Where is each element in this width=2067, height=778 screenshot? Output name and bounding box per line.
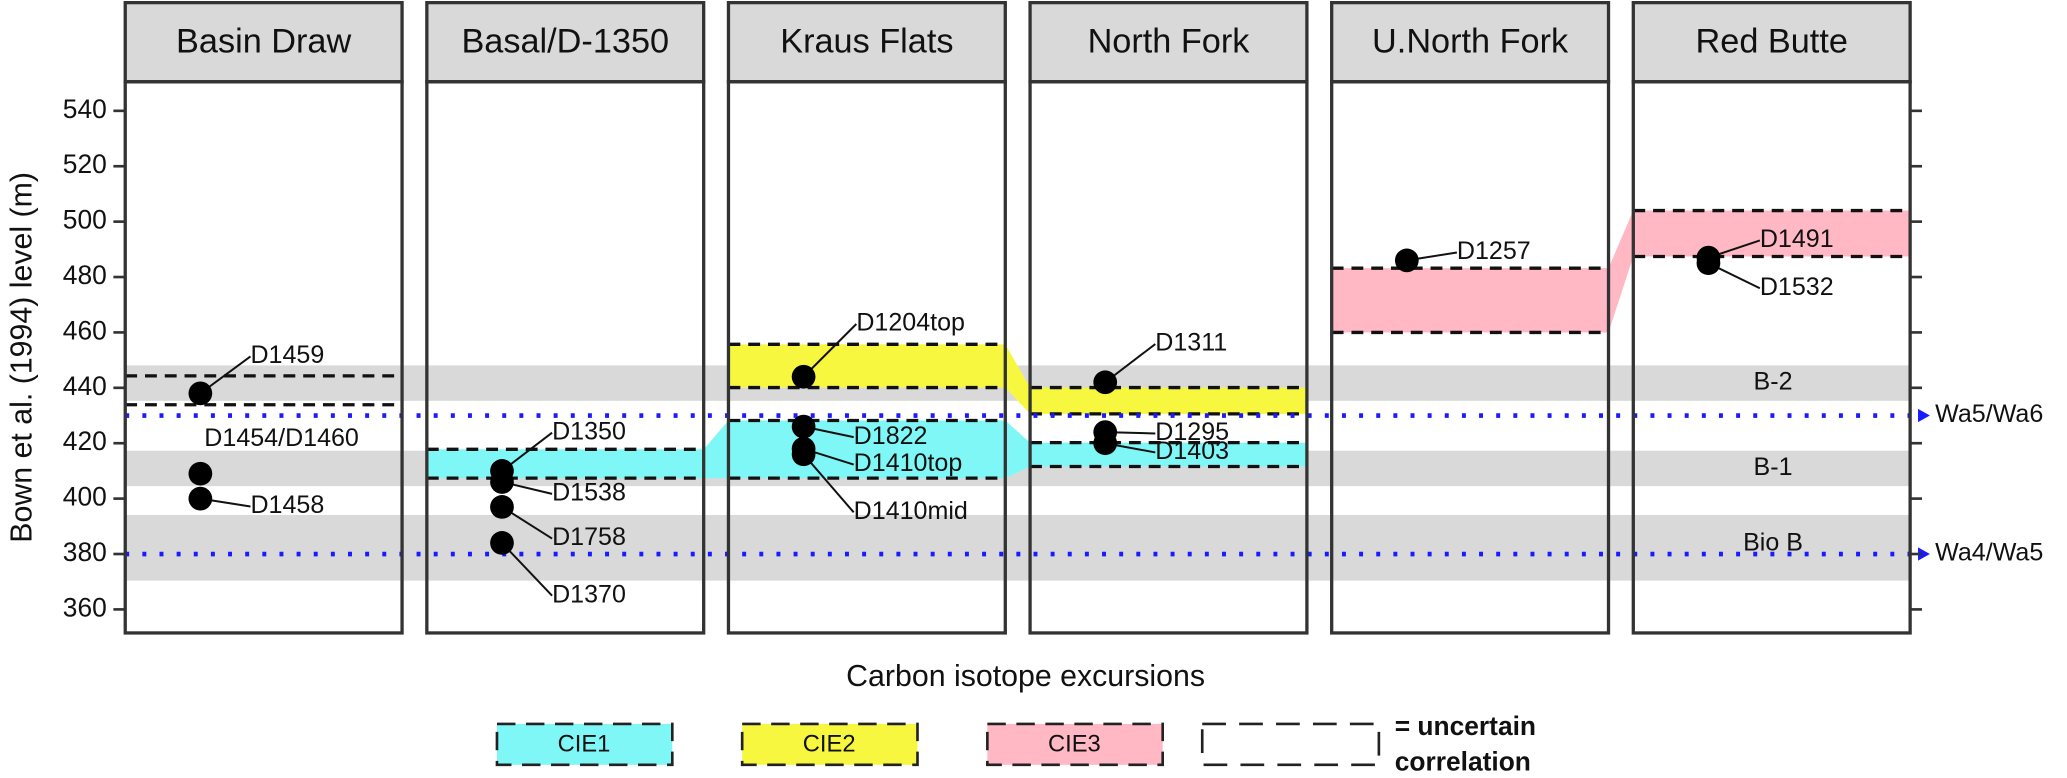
y-tick-label: 480 bbox=[63, 260, 107, 290]
boundary-arrow bbox=[1918, 408, 1930, 423]
sample-point bbox=[1093, 370, 1118, 395]
sample-label: D1204top bbox=[856, 309, 965, 337]
panel-frame bbox=[425, 80, 706, 635]
leader-line bbox=[501, 542, 553, 597]
sample-point bbox=[1093, 431, 1118, 456]
legend-uncertain-label: correlation bbox=[1395, 746, 1531, 776]
sample-label: D1370 bbox=[552, 580, 626, 608]
panel-frame bbox=[726, 80, 1007, 635]
y-axis-label: Bown et al. (1994) level (m) bbox=[6, 172, 39, 543]
zone-label: B-1 bbox=[1754, 453, 1793, 481]
panel-frame bbox=[123, 80, 404, 635]
boundary-label: Wa5/Wa6 bbox=[1935, 400, 2043, 428]
panel-frame bbox=[1330, 80, 1611, 635]
panel-title: U.North Fork bbox=[1372, 23, 1569, 61]
panel-title: Kraus Flats bbox=[780, 23, 953, 61]
panel-frame bbox=[1028, 80, 1309, 635]
y-tick-label: 540 bbox=[63, 94, 107, 124]
sample-label: D1458 bbox=[250, 491, 324, 519]
sample-point bbox=[490, 495, 514, 519]
sample-label: D1410top bbox=[854, 449, 963, 477]
cie-band bbox=[1030, 387, 1307, 414]
leader-line bbox=[802, 453, 855, 513]
sample-label: D1532 bbox=[1760, 273, 1834, 301]
legend-uncertain-label: = uncertain bbox=[1395, 711, 1536, 741]
panel-title: Basin Draw bbox=[176, 23, 351, 61]
y-tick-label: 500 bbox=[63, 205, 107, 235]
sample-label: D1257 bbox=[1457, 237, 1531, 265]
sample-point bbox=[188, 381, 213, 406]
sample-label: D1350 bbox=[552, 417, 626, 445]
panel-frame bbox=[1631, 80, 1912, 635]
sample-label: D1311 bbox=[1155, 329, 1227, 357]
cie-connector bbox=[703, 420, 729, 479]
legend-swatch bbox=[986, 722, 1165, 767]
cie-connector bbox=[1005, 344, 1031, 414]
y-tick-label: 420 bbox=[63, 426, 107, 456]
sample-label: D1295 bbox=[1155, 418, 1229, 446]
sample-point bbox=[490, 470, 514, 494]
panel-title: Basal/D-1350 bbox=[461, 23, 669, 61]
panel-header bbox=[1330, 0, 1611, 84]
leader-line bbox=[802, 323, 858, 378]
sample-label: D1459 bbox=[250, 341, 324, 369]
sample-point bbox=[791, 414, 816, 439]
cie-band bbox=[728, 344, 1006, 388]
cie-connector bbox=[1608, 210, 1634, 333]
sample-point bbox=[1394, 248, 1419, 273]
panel-title: North Fork bbox=[1088, 23, 1251, 61]
y-tick-label: 440 bbox=[63, 371, 107, 401]
cie-band bbox=[1633, 210, 1911, 257]
sample-label: D1491 bbox=[1760, 225, 1834, 253]
legend-uncertain-swatch bbox=[1200, 722, 1381, 767]
sample-label: D1758 bbox=[552, 523, 626, 551]
sample-label: D1410mid bbox=[854, 497, 968, 525]
y-tick-label: 460 bbox=[63, 315, 107, 345]
sample-point bbox=[791, 364, 816, 389]
panel-header bbox=[425, 0, 706, 84]
zone-label: B-2 bbox=[1754, 368, 1793, 396]
sample-point bbox=[490, 531, 514, 555]
sample-point bbox=[188, 461, 213, 486]
y-tick-label: 520 bbox=[63, 149, 107, 179]
sample-label: D1454/D1460 bbox=[204, 424, 359, 452]
legend-label: CIE3 bbox=[1048, 731, 1101, 757]
zone-band bbox=[125, 514, 1911, 581]
cie-band bbox=[728, 420, 1006, 479]
sample-point bbox=[791, 442, 816, 467]
sample-point bbox=[1696, 251, 1721, 276]
y-tick-label: 360 bbox=[63, 592, 107, 622]
panel-header bbox=[1028, 0, 1309, 84]
legend-swatch bbox=[740, 722, 919, 767]
sample-point bbox=[188, 486, 213, 511]
legend-label: CIE1 bbox=[558, 731, 611, 757]
panel-header bbox=[123, 0, 404, 84]
cie-connector bbox=[1005, 420, 1031, 479]
panel-title: Red Butte bbox=[1696, 23, 1848, 61]
sample-label: D1403 bbox=[1155, 437, 1229, 465]
legend-swatch bbox=[495, 722, 674, 767]
y-tick-label: 400 bbox=[63, 482, 107, 512]
legend-label: CIE2 bbox=[803, 731, 856, 757]
boundary-label: Wa4/Wa5 bbox=[1935, 539, 2043, 567]
panel-header bbox=[1631, 0, 1912, 84]
sample-label: D1822 bbox=[854, 422, 928, 450]
x-axis-label: Carbon isotope excursions bbox=[846, 660, 1205, 693]
y-tick-label: 380 bbox=[63, 537, 107, 567]
sample-label: D1538 bbox=[552, 478, 626, 506]
cie-band bbox=[426, 449, 704, 479]
cie-band bbox=[1331, 268, 1609, 333]
boundary-arrow bbox=[1918, 547, 1930, 561]
